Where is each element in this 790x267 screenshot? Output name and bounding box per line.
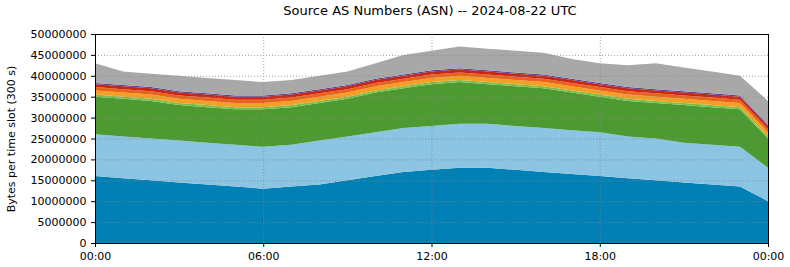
svg-text:0: 0: [80, 237, 87, 250]
svg-text:5000000: 5000000: [38, 216, 87, 229]
svg-text:30000000: 30000000: [31, 112, 87, 125]
svg-text:45000000: 45000000: [31, 49, 87, 62]
svg-text:00:00: 00:00: [80, 250, 112, 263]
svg-text:10000000: 10000000: [31, 195, 87, 208]
svg-text:20000000: 20000000: [31, 153, 87, 166]
svg-text:00:00: 00:00: [753, 250, 785, 263]
svg-text:Bytes per time slot (300 s): Bytes per time slot (300 s): [5, 66, 18, 213]
html-text:Source AS Numbers (ASN) -- 202: Source AS Numbers (ASN) -- 2024-08-22 UT…: [283, 3, 577, 18]
svg-text:15000000: 15000000: [31, 174, 87, 187]
svg-text:12:00: 12:00: [416, 250, 448, 263]
svg-text:50000000: 50000000: [31, 28, 87, 41]
svg-text:25000000: 25000000: [31, 133, 87, 146]
svg-text:40000000: 40000000: [31, 70, 87, 83]
svg-text:06:00: 06:00: [248, 250, 280, 263]
svg-text:35000000: 35000000: [31, 91, 87, 104]
svg-text:18:00: 18:00: [584, 250, 616, 263]
